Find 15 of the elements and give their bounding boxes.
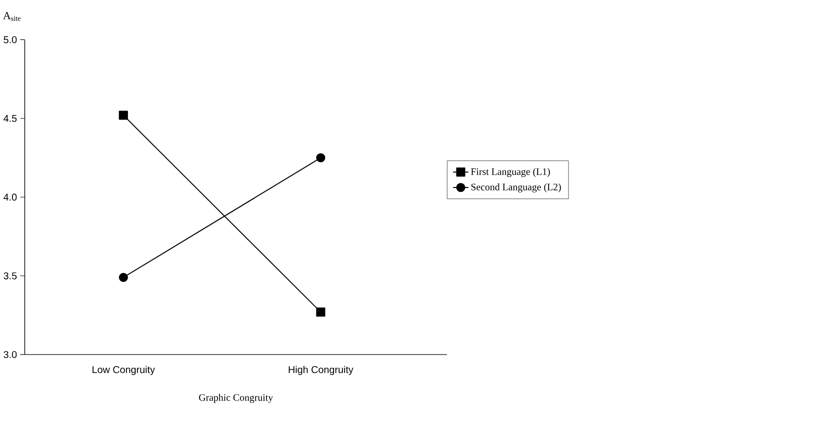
point (118, 110, 128, 120)
y-tick-label: 5.0 (4, 36, 17, 44)
x-axis-title: Graphic Congruity (199, 394, 274, 404)
point (316, 153, 326, 162)
y-tick-label: 3.5 (4, 272, 17, 280)
legend-label: First Language (L1) (470, 168, 550, 178)
y-tick-label: 4.0 (4, 194, 17, 201)
point (316, 308, 326, 317)
y-tick-label: 3.0 (4, 351, 17, 358)
y-axis-title: A$_{site}$ (3, 12, 21, 21)
point (118, 273, 128, 282)
x-tick-label: High Congruity (288, 366, 354, 376)
legend-label: Second Language (L2) (471, 184, 561, 193)
y-tick-label: 4.5 (4, 115, 17, 122)
x-tick-label: Low Congruity (92, 366, 155, 376)
